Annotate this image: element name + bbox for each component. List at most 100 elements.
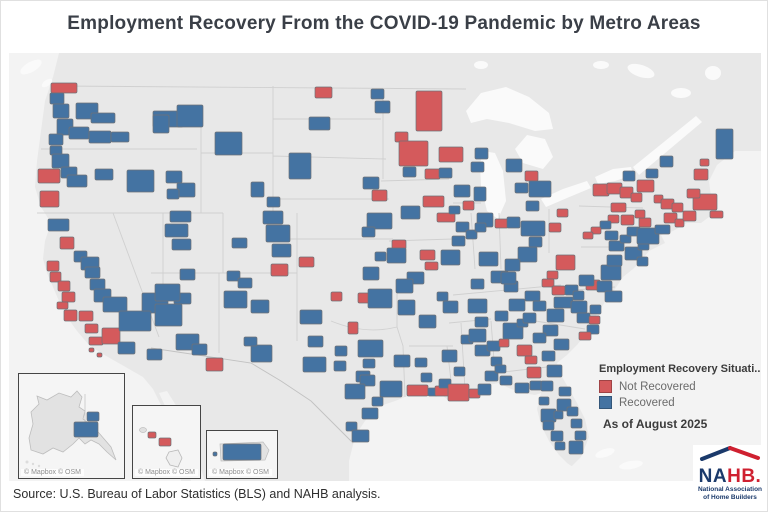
metro-area[interactable] [420, 372, 433, 383]
metro-area[interactable] [498, 338, 510, 348]
metro-area[interactable] [231, 237, 248, 249]
metro-area[interactable] [508, 298, 526, 312]
metro-area[interactable] [243, 336, 258, 347]
inset-map-hawaii[interactable]: © Mapbox © OSM [132, 405, 201, 479]
metro-area[interactable] [90, 112, 116, 124]
inset-map-alaska[interactable]: © Mapbox © OSM [18, 373, 125, 479]
metro-area[interactable] [49, 92, 65, 105]
metro-area[interactable] [576, 312, 591, 324]
metro-area[interactable] [589, 304, 602, 315]
metro-area[interactable] [84, 266, 101, 279]
metro-area[interactable] [171, 238, 192, 251]
metro-area[interactable] [442, 300, 459, 314]
metro-area[interactable] [351, 429, 370, 443]
metro-area[interactable] [619, 186, 634, 199]
metro-area[interactable] [270, 263, 289, 277]
metro-area[interactable] [546, 364, 563, 378]
metro-area[interactable] [568, 440, 584, 455]
map-attribution[interactable]: © Mapbox © OSM [21, 469, 84, 476]
metro-area[interactable] [671, 202, 684, 213]
metro-area[interactable] [663, 212, 678, 224]
metro-area[interactable] [558, 386, 572, 397]
metro-area[interactable] [566, 406, 579, 417]
legend-item-recovered[interactable]: Recovered [599, 396, 767, 409]
metro-area[interactable] [223, 290, 248, 309]
metro-area[interactable] [596, 280, 613, 293]
metro-area[interactable] [94, 168, 114, 181]
metro-area[interactable] [546, 270, 559, 280]
metro-area[interactable] [604, 230, 619, 241]
metro-area[interactable] [608, 240, 625, 252]
metro-area[interactable] [424, 261, 439, 271]
metro-area[interactable] [506, 216, 521, 229]
metro-area[interactable] [645, 168, 659, 179]
metro-area[interactable] [78, 310, 94, 322]
metro-area[interactable] [524, 355, 538, 365]
metro-area[interactable] [357, 292, 370, 304]
metro-area[interactable] [551, 285, 566, 296]
metro-area[interactable] [500, 271, 517, 285]
metro-area[interactable] [441, 349, 458, 363]
us-map[interactable]: Employment Recovery Situati.. Not Recove… [9, 53, 767, 503]
metro-area[interactable] [599, 220, 612, 230]
metro-area[interactable] [371, 396, 384, 407]
metro-area[interactable] [61, 291, 76, 303]
metro-area[interactable] [57, 280, 71, 292]
metro-area[interactable] [529, 380, 543, 391]
metro-area[interactable] [73, 421, 99, 438]
metro-area[interactable] [191, 343, 208, 356]
metro-area[interactable] [622, 170, 636, 182]
metro-area[interactable] [474, 316, 489, 328]
metro-area[interactable] [448, 205, 461, 215]
metro-area[interactable] [361, 407, 379, 420]
metro-area[interactable] [474, 147, 489, 160]
metro-area[interactable] [415, 90, 443, 132]
metro-area[interactable] [330, 291, 343, 302]
metro-area[interactable] [528, 236, 543, 248]
metro-area[interactable] [146, 348, 163, 361]
metro-area[interactable] [308, 116, 331, 131]
metro-area[interactable] [370, 88, 385, 100]
metro-area[interactable] [540, 380, 554, 392]
metro-area[interactable] [176, 104, 204, 128]
metro-area[interactable] [165, 170, 183, 184]
metro-area[interactable] [288, 152, 312, 180]
metro-area[interactable] [117, 341, 136, 355]
metro-area[interactable] [214, 131, 243, 156]
metro-area[interactable] [424, 168, 441, 180]
metro-area[interactable] [654, 224, 671, 235]
metro-area[interactable] [66, 174, 88, 188]
metro-area[interactable] [86, 411, 100, 422]
metro-area[interactable] [550, 430, 564, 442]
metro-area[interactable] [68, 126, 90, 140]
metro-area[interactable] [362, 266, 380, 281]
metro-area[interactable] [554, 441, 566, 451]
metro-area[interactable] [166, 188, 180, 200]
metro-area[interactable] [524, 290, 541, 302]
metro-area[interactable] [619, 234, 632, 244]
metro-area[interactable] [371, 189, 388, 202]
metro-area[interactable] [438, 167, 453, 179]
metro-area[interactable] [374, 251, 387, 262]
metro-area[interactable] [541, 350, 556, 362]
metro-area[interactable] [362, 176, 380, 190]
metro-area[interactable] [265, 224, 291, 243]
metro-area[interactable] [465, 229, 478, 240]
metro-area[interactable] [250, 344, 273, 363]
metro-area[interactable] [516, 344, 533, 357]
metro-area[interactable] [436, 291, 449, 302]
metro-area[interactable] [682, 210, 697, 222]
metro-area[interactable] [538, 396, 550, 406]
map-attribution[interactable]: © Mapbox © OSM [135, 469, 198, 476]
metro-area[interactable] [634, 209, 646, 219]
metro-area[interactable] [546, 308, 565, 323]
metro-area[interactable] [88, 347, 95, 353]
metro-area[interactable] [590, 226, 602, 235]
metro-area[interactable] [422, 195, 445, 208]
metro-area[interactable] [176, 182, 196, 198]
metro-area[interactable] [344, 383, 366, 400]
metro-area[interactable] [154, 283, 181, 302]
metro-area[interactable] [379, 380, 403, 398]
metro-area[interactable] [395, 278, 414, 294]
metro-area[interactable] [548, 222, 562, 233]
